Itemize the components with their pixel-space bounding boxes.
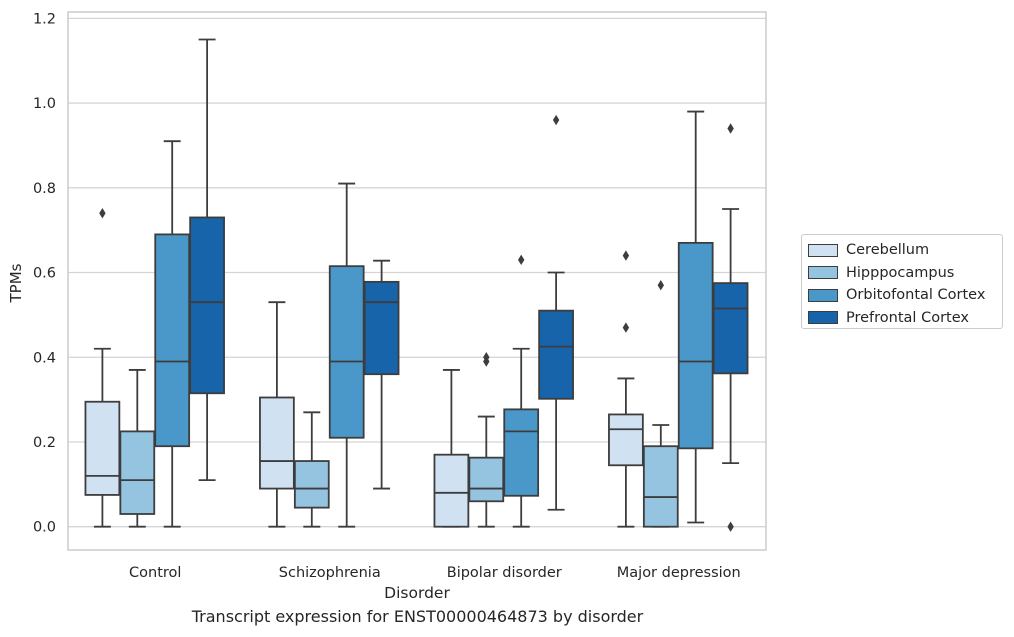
box-hipppocampus	[293, 411, 330, 528]
box-orbitofontal-cortex	[328, 182, 365, 528]
box-iqr	[293, 460, 330, 509]
outlier-point	[622, 250, 630, 261]
box-iqr	[154, 233, 191, 448]
box-iqr	[608, 413, 644, 467]
box-iqr	[503, 408, 540, 497]
x-tick-label: Schizophrenia	[279, 565, 381, 581]
box-hipppocampus	[468, 352, 505, 528]
y-axis-tick-labels: 0.0 0.2 0.4 0.6 0.8 1.0 1.2	[33, 11, 56, 535]
box-iqr	[538, 309, 574, 400]
box-cerebellum	[84, 208, 121, 528]
box-prefrontal-cortex	[363, 259, 400, 490]
y-tick-label: 0.6	[33, 266, 56, 282]
legend-swatch	[808, 243, 838, 257]
box-iqr	[677, 241, 714, 450]
boxes	[84, 38, 749, 532]
x-axis-tick-labels: Control Schizophrenia Bipolar disorder Majo…	[129, 565, 741, 581]
box-prefrontal-cortex	[189, 38, 225, 482]
legend-label: Prefrontal Cortex	[846, 309, 969, 326]
legend-label: Hipppocampus	[846, 264, 955, 281]
box-iqr	[433, 453, 470, 528]
box-hipppocampus	[119, 369, 156, 528]
chart-caption: Transcript expression for ENST0000046487…	[191, 607, 644, 626]
box-orbitofontal-cortex	[154, 140, 191, 528]
y-tick-label: 1.0	[33, 96, 56, 112]
box-prefrontal-cortex	[538, 114, 574, 511]
y-tick-label: 0.2	[33, 435, 56, 451]
outlier-point	[727, 521, 734, 532]
legend-item: Hipppocampus	[808, 262, 1002, 285]
box-iqr	[189, 216, 225, 395]
outlier-point	[518, 254, 525, 266]
legend: Cerebellum Hipppocampus Orbitofontal Corte…	[801, 234, 1003, 329]
legend-swatch	[808, 311, 838, 325]
x-tick-label: Bipolar disorder	[447, 565, 562, 581]
legend-item: Cerebellum	[808, 239, 1002, 262]
box-orbitofontal-cortex	[677, 110, 714, 524]
box-prefrontal-cortex	[712, 123, 749, 532]
box-cerebellum	[433, 369, 470, 528]
box-iqr	[363, 280, 400, 376]
box-orbitofontal-cortex	[503, 254, 540, 528]
outlier-point	[657, 280, 664, 291]
box-cerebellum	[608, 250, 644, 528]
outlier-point	[99, 208, 106, 219]
box-iqr	[712, 282, 749, 375]
outlier-point	[483, 352, 490, 363]
box-cerebellum	[259, 301, 295, 528]
box-iqr	[259, 396, 295, 490]
outlier-point	[552, 114, 560, 126]
legend-item: Orbitofontal Cortex	[808, 284, 1002, 307]
x-tick-label: Major depression	[617, 565, 741, 581]
box-iqr	[468, 456, 505, 503]
box-iqr	[119, 430, 156, 515]
box-iqr	[328, 265, 365, 439]
box-iqr	[642, 445, 679, 528]
legend-swatch	[808, 288, 838, 302]
y-tick-label: 1.2	[33, 11, 56, 27]
legend-label: Orbitofontal Cortex	[846, 287, 986, 304]
x-axis-label: Disorder	[384, 584, 450, 602]
outlier-point	[727, 123, 734, 134]
box-hipppocampus	[642, 280, 679, 528]
y-tick-label: 0.4	[33, 350, 56, 366]
plot-area-frame	[67, 11, 767, 551]
legend-label: Cerebellum	[846, 242, 930, 259]
y-axis-label: TPMs	[7, 263, 25, 303]
box-iqr	[84, 400, 121, 496]
legend-swatch	[808, 266, 838, 280]
x-tick-label: Control	[129, 565, 181, 581]
y-tick-label: 0.0	[33, 520, 56, 536]
legend-item: Prefrontal Cortex	[808, 307, 1002, 330]
y-tick-label: 0.8	[33, 181, 56, 197]
outlier-point	[622, 322, 630, 333]
